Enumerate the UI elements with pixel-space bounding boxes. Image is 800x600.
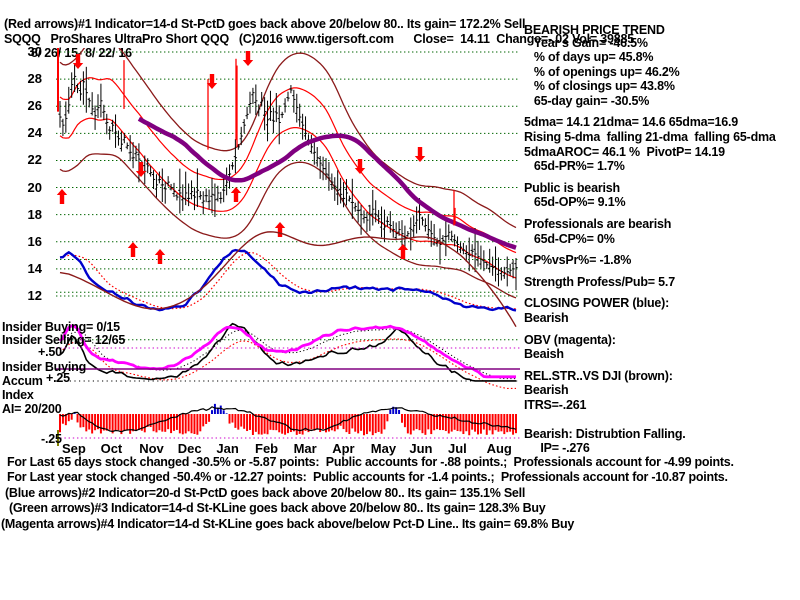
header-line-1: (Red arrows)#1 Indicator=14-d St-PctD go…	[4, 17, 526, 31]
note-line-1: For Last year stock changed -50.4% or -1…	[7, 470, 728, 485]
y-tick-18: 18	[27, 206, 42, 222]
month-label-may: May	[370, 441, 397, 456]
y-tick-16: 16	[27, 233, 42, 249]
signal-arrow-up	[56, 189, 68, 204]
y-tick-26: 26	[27, 98, 42, 114]
y-tick-12: 12	[27, 288, 42, 303]
info-line-8: 5dmaAROC= 46.1 % PivotP= 14.19	[524, 144, 725, 159]
info-line-33: IP= -.276	[524, 441, 590, 456]
signal-arrow-up	[274, 222, 286, 237]
note-line-0: For Last 65 days stock changed -30.5% or…	[7, 455, 734, 469]
info-line-4: 65-day gain= -30.5%	[524, 93, 650, 108]
month-label-jun: Jun	[409, 441, 433, 456]
note-line-3: (Green arrows)#3 Indicator=14-d St-KLine…	[9, 501, 546, 516]
info-line-1: % of days up= 45.8%	[524, 50, 654, 65]
accum-label-line1: Insider Buying	[2, 360, 87, 374]
info-line-28: Bearish	[524, 383, 569, 398]
signal-arrow-down	[414, 147, 426, 162]
note-line-2: (Blue arrows)#2 Indicator=20-d St-PctD g…	[5, 485, 526, 500]
info-panel-lines: Year's Gain= -46.5% % of days up= 45.8% …	[524, 35, 800, 457]
plus-25-axis-label: +.25	[46, 371, 70, 385]
month-label-dec: Dec	[177, 441, 202, 456]
info-line-6: 5dma= 14.1 21dma= 14.6 65dma=16.9	[524, 115, 739, 130]
info-line-11: Public is bearish	[524, 180, 620, 195]
signal-arrow-up	[397, 244, 409, 259]
info-line-27: REL.STR..VS DJI (brown):	[524, 368, 673, 383]
info-line-3: % of closings up= 43.8%	[524, 79, 675, 94]
signal-arrow-up	[154, 249, 166, 264]
signal-arrow-up	[127, 242, 139, 257]
chart-svg	[56, 48, 520, 446]
signal-arrow-down	[354, 159, 366, 174]
month-label-sep: Sep	[62, 441, 86, 456]
info-line-12: 65d-OP%= 9.1%	[524, 195, 626, 210]
info-line-17: CP%vsPr%= -1.8%	[524, 253, 632, 268]
info-line-30	[524, 414, 800, 421]
info-line-22: Bearish	[524, 311, 569, 325]
month-label-feb: Feb	[255, 441, 279, 456]
accum-histogram	[59, 403, 517, 436]
y-tick-28: 28	[27, 71, 42, 87]
accum-index-value: AI= 20/200	[2, 402, 62, 416]
info-panel-title: BEARISH PRICE TREND	[524, 23, 665, 37]
signal-arrow-down	[72, 54, 84, 69]
info-line-29: ITRS=-.261	[524, 397, 587, 412]
info-line-14: Professionals are bearish	[524, 217, 672, 232]
header-line-2: SQQQ ProShares UltraPro Short QQQ (C)201…	[4, 32, 635, 46]
minus-25-axis-label: -.25	[41, 432, 62, 446]
signal-arrow-down	[242, 51, 254, 66]
info-line-19: Strength Profess/Pub= 5.7	[524, 274, 675, 289]
note-line-4: (Magenta arrows)#4 Indicator=14-d St-KLi…	[1, 516, 575, 531]
signal-arrow-down	[135, 162, 147, 177]
bottom-notes: For Last 65 days stock changed -30.5% or…	[0, 455, 800, 532]
info-line-21: CLOSING POWER (blue):	[524, 296, 670, 311]
month-label-jul: Jul	[448, 441, 467, 456]
accum-label-line3: Index	[2, 388, 34, 402]
y-tick-22: 22	[27, 152, 42, 168]
plus-50-axis-label: +.50	[38, 345, 62, 359]
info-line-15: 65d-CP%= 0%	[524, 231, 615, 246]
month-label-mar: Mar	[293, 441, 317, 456]
insider-selling-label: Insider Selling= 12/65	[2, 333, 126, 347]
signal-arrow-up	[230, 187, 242, 202]
insider-buying-label: Insider Buying= 0/15	[2, 320, 120, 334]
month-label-oct: Oct	[100, 441, 123, 456]
month-label-jan: Jan	[216, 441, 239, 456]
y-tick-20: 20	[27, 179, 42, 195]
info-panel: BEARISH PRICE TREND Year's Gain= -46.5% …	[524, 24, 800, 457]
y-tick-14: 14	[27, 260, 42, 276]
info-line-0: Year's Gain= -46.5%	[524, 35, 648, 50]
y-tick-30: 30	[27, 44, 42, 59]
y-tick-24: 24	[27, 125, 42, 141]
info-line-2: % of openings up= 46.2%	[524, 64, 680, 79]
accum-label-line2: Accum	[2, 374, 43, 388]
price-bars	[58, 63, 518, 291]
info-line-32: Bearish: Distrubtion Falling.	[524, 426, 686, 441]
month-label-nov: Nov	[139, 441, 164, 456]
month-label-apr: Apr	[332, 441, 355, 456]
info-line-25: Beaish	[524, 347, 564, 362]
chart-plot-area[interactable]	[56, 48, 520, 448]
month-label-aug: Aug	[486, 441, 512, 456]
info-line-24: OBV (magenta):	[524, 332, 616, 347]
info-line-7: Rising 5-dma falling 21-dma falling 65-d…	[524, 130, 776, 145]
info-line-9: 65d-PR%= 1.7%	[524, 159, 625, 174]
signal-arrow-down	[206, 74, 218, 89]
